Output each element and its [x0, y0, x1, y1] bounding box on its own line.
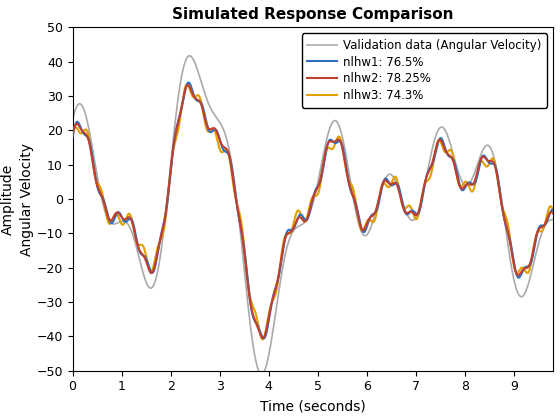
nlhw2: 78.25%: (0, 18.9): 78.25%: (0, 18.9) [69, 132, 76, 137]
nlhw3: 74.3%: (0, 18.7): 74.3%: (0, 18.7) [69, 132, 76, 137]
Line: Validation data (Angular Velocity): Validation data (Angular Velocity) [73, 56, 553, 374]
Validation data (Angular Velocity) [254, 363, 260, 368]
Validation data (Angular Velocity) [69, 117, 76, 122]
nlhw2: 78.25%: (4.19, -23.2): 78.25%: (4.19, -23.2) [274, 276, 281, 281]
nlhw3: 74.3%: (4.19, -24.1): 74.3%: (4.19, -24.1) [274, 279, 281, 284]
nlhw1: 76.5%: (4.19, -23.5): 76.5%: (4.19, -23.5) [274, 277, 281, 282]
nlhw2: 78.25%: (8.56, 11): 78.25%: (8.56, 11) [489, 159, 496, 164]
Line: nlhw1: 76.5%: nlhw1: 76.5% [73, 82, 553, 338]
nlhw3: 74.3%: (9.8, -3.31): 74.3%: (9.8, -3.31) [550, 208, 557, 213]
nlhw1: 76.5%: (8.56, 10.3): 76.5%: (8.56, 10.3) [489, 161, 496, 166]
nlhw3: 74.3%: (3.88, -40.9): 74.3%: (3.88, -40.9) [259, 337, 266, 342]
nlhw2: 78.25%: (1.7, -18): 78.25%: (1.7, -18) [152, 258, 159, 263]
nlhw3: 74.3%: (3.76, -34.8): 74.3%: (3.76, -34.8) [254, 316, 260, 321]
Line: nlhw3: 74.3%: nlhw3: 74.3% [73, 84, 553, 339]
nlhw2: 78.25%: (1.12, -5.49): 78.25%: (1.12, -5.49) [124, 215, 130, 220]
Validation data (Angular Velocity) [186, 53, 193, 58]
Y-axis label: Angular Velocity: Angular Velocity [20, 142, 34, 255]
nlhw2: 78.25%: (2.35, 33.2): 78.25%: (2.35, 33.2) [185, 82, 192, 87]
Validation data (Angular Velocity) [258, 372, 265, 377]
nlhw1: 76.5%: (9.8, -3.19): 76.5%: (9.8, -3.19) [550, 207, 557, 213]
nlhw2: 78.25%: (3.76, -36.7): 78.25%: (3.76, -36.7) [254, 323, 260, 328]
Validation data (Angular Velocity) [540, 225, 547, 230]
Validation data (Angular Velocity) [489, 149, 496, 154]
Validation data (Angular Velocity) [550, 217, 557, 222]
nlhw2: 78.25%: (9.8, -4.16): 78.25%: (9.8, -4.16) [550, 211, 557, 216]
Title: Simulated Response Comparison: Simulated Response Comparison [172, 7, 454, 22]
Validation data (Angular Velocity) [152, 276, 159, 281]
nlhw2: 78.25%: (3.88, -40.5): 78.25%: (3.88, -40.5) [259, 336, 266, 341]
nlhw3: 74.3%: (1.7, -16.4): 74.3%: (1.7, -16.4) [152, 253, 159, 258]
nlhw3: 74.3%: (1.12, -4.88): 74.3%: (1.12, -4.88) [124, 213, 130, 218]
nlhw1: 76.5%: (1.12, -6.35): 76.5%: (1.12, -6.35) [124, 218, 130, 223]
Legend: Validation data (Angular Velocity), nlhw1: 76.5%, nlhw2: 78.25%, nlhw3: 74.3%: Validation data (Angular Velocity), nlhw… [301, 33, 547, 108]
X-axis label: Time (seconds): Time (seconds) [260, 399, 366, 413]
nlhw1: 76.5%: (3.76, -36.5): 76.5%: (3.76, -36.5) [254, 322, 260, 327]
nlhw1: 76.5%: (9.61, -7.72): 76.5%: (9.61, -7.72) [540, 223, 547, 228]
nlhw2: 78.25%: (9.61, -7.74): 78.25%: (9.61, -7.74) [540, 223, 547, 228]
Validation data (Angular Velocity) [274, 294, 281, 299]
nlhw3: 74.3%: (2.33, 33.4): 74.3%: (2.33, 33.4) [184, 82, 190, 87]
nlhw3: 74.3%: (9.61, -8.21): 74.3%: (9.61, -8.21) [540, 225, 547, 230]
nlhw1: 76.5%: (0, 18): 76.5%: (0, 18) [69, 135, 76, 140]
nlhw1: 76.5%: (2.37, 33.9): 76.5%: (2.37, 33.9) [185, 80, 192, 85]
Line: nlhw2: 78.25%: nlhw2: 78.25% [73, 85, 553, 338]
Validation data (Angular Velocity) [124, 221, 130, 226]
nlhw1: 76.5%: (3.9, -40.5): 76.5%: (3.9, -40.5) [260, 336, 267, 341]
nlhw1: 76.5%: (1.7, -18.7): 76.5%: (1.7, -18.7) [152, 261, 159, 266]
nlhw3: 74.3%: (8.56, 11.8): 74.3%: (8.56, 11.8) [489, 156, 496, 161]
Text: Amplitude: Amplitude [1, 163, 15, 235]
